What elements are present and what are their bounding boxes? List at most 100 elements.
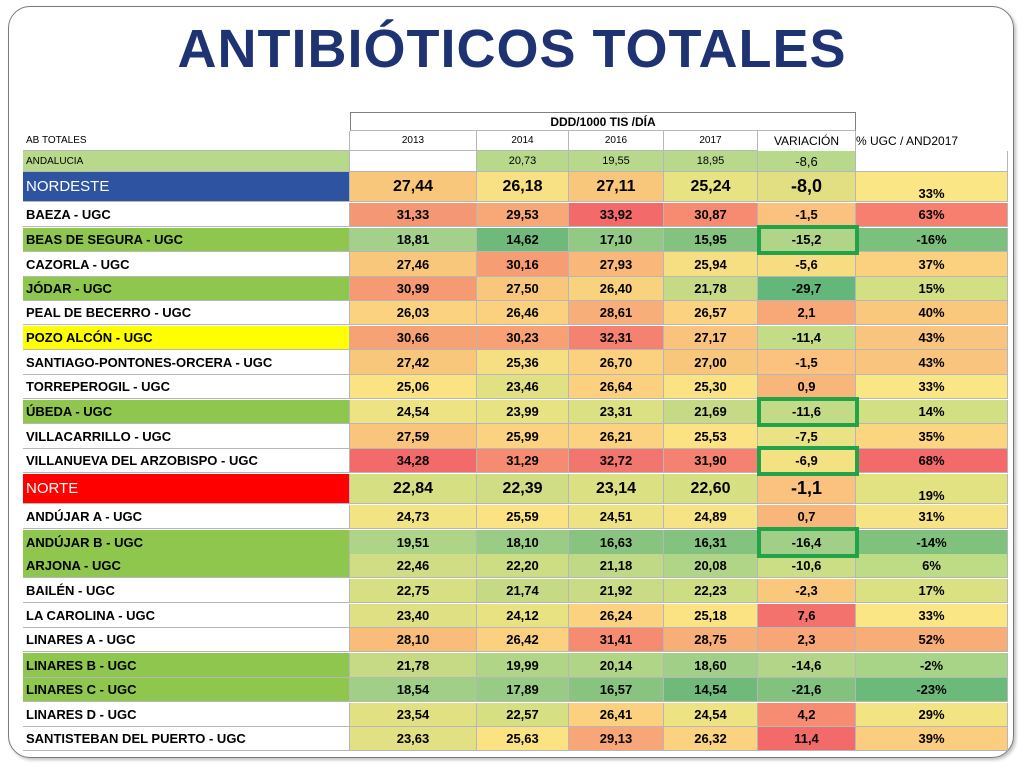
percentage-cell: 14% xyxy=(856,400,1008,424)
value-cell: 27,42 xyxy=(350,350,477,375)
highlight-box xyxy=(757,446,859,476)
value-cell: 16,57 xyxy=(569,678,664,702)
row-label: NORTE xyxy=(23,474,350,504)
value-cell: 18,95 xyxy=(664,151,758,172)
value-cell: 27,44 xyxy=(350,172,477,202)
variation-cell: -2,3 xyxy=(758,579,856,603)
variation-cell: 11,4 xyxy=(758,727,856,751)
value-cell: 23,63 xyxy=(350,727,477,751)
row-label: BEAS DE SEGURA - UGC xyxy=(23,228,350,252)
column-header: 2017 xyxy=(664,131,758,151)
highlight-box xyxy=(757,397,859,427)
percentage-cell: 37% xyxy=(856,252,1008,277)
highlight-box xyxy=(757,225,859,255)
value-cell: 26,21 xyxy=(569,424,664,449)
value-cell: 29,53 xyxy=(477,203,569,227)
percentage-cell: 19% xyxy=(856,474,1008,504)
row-label: NORDESTE xyxy=(23,172,350,202)
percentage-cell: 29% xyxy=(856,703,1008,727)
percentage-cell: 52% xyxy=(856,628,1008,652)
value-cell: 16,31 xyxy=(664,530,758,555)
value-cell: 16,63 xyxy=(569,530,664,555)
value-cell: 23,46 xyxy=(477,375,569,399)
value-cell: 25,94 xyxy=(664,252,758,277)
value-cell: 20,08 xyxy=(664,554,758,578)
value-cell: 21,18 xyxy=(569,554,664,578)
variation-cell: -8,6 xyxy=(758,151,856,172)
value-cell: 18,54 xyxy=(350,678,477,702)
variation-cell: -14,6 xyxy=(758,653,856,678)
variation-cell: -5,6 xyxy=(758,252,856,277)
variation-cell: -29,7 xyxy=(758,277,856,301)
value-cell: 29,13 xyxy=(569,727,664,751)
variation-cell: -1,5 xyxy=(758,350,856,375)
value-cell: 17,10 xyxy=(569,228,664,252)
super-header: DDD/1000 TIS /DÍA xyxy=(350,112,856,131)
row-label: ÚBEDA - UGC xyxy=(23,400,350,424)
value-cell: 26,03 xyxy=(350,301,477,325)
value-cell: 28,75 xyxy=(664,628,758,652)
value-cell: 22,23 xyxy=(664,579,758,603)
variation-cell: -7,5 xyxy=(758,424,856,449)
row-label: LINARES D - UGC xyxy=(23,703,350,727)
value-cell: 30,99 xyxy=(350,277,477,301)
value-cell: 18,10 xyxy=(477,530,569,555)
value-cell: 30,87 xyxy=(664,203,758,227)
row-label: ARJONA - UGC xyxy=(23,554,350,578)
variation-cell: 7,6 xyxy=(758,604,856,628)
value-cell: 27,59 xyxy=(350,424,477,449)
value-cell: 26,41 xyxy=(569,703,664,727)
value-cell: 26,42 xyxy=(477,628,569,652)
row-label: ANDALUCIA xyxy=(23,151,350,172)
page-title: ANTIBIÓTICOS TOTALES xyxy=(177,19,847,79)
value-cell: 27,46 xyxy=(350,252,477,277)
column-header: % UGC / AND2017 xyxy=(856,134,959,148)
value-cell: 25,18 xyxy=(664,604,758,628)
value-cell: 22,84 xyxy=(350,474,477,504)
variation-cell: -10,6 xyxy=(758,554,856,578)
percentage-cell: 35% xyxy=(856,424,1008,449)
percentage-cell: 31% xyxy=(856,505,1008,529)
percentage-cell: -16% xyxy=(856,228,1008,252)
row-label: PEAL DE BECERRO - UGC xyxy=(23,301,350,325)
value-cell: 23,31 xyxy=(569,400,664,424)
row-label: SANTISTEBAN DEL PUERTO - UGC xyxy=(23,727,350,751)
value-cell: 25,99 xyxy=(477,424,569,449)
value-cell: 19,99 xyxy=(477,653,569,678)
percentage-cell: 43% xyxy=(856,326,1008,350)
value-cell: 19,55 xyxy=(569,151,664,172)
value-cell: 32,72 xyxy=(569,449,664,473)
value-cell: 23,40 xyxy=(350,604,477,628)
percentage-cell: 63% xyxy=(856,203,1008,227)
value-cell: 20,14 xyxy=(569,653,664,678)
row-label: JÓDAR - UGC xyxy=(23,277,350,301)
column-header: VARIACIÓN xyxy=(758,131,856,151)
value-cell: 21,78 xyxy=(350,653,477,678)
value-cell: 27,93 xyxy=(569,252,664,277)
percentage-cell: 33% xyxy=(856,604,1008,628)
percentage-cell: -14% xyxy=(856,530,1008,555)
percentage-cell: 6% xyxy=(856,554,1008,578)
row-label: SANTIAGO-PONTONES-ORCERA - UGC xyxy=(23,350,350,375)
column-header: 2016 xyxy=(569,131,664,151)
value-cell: 21,92 xyxy=(569,579,664,603)
percentage-cell: 33% xyxy=(856,375,1008,399)
row-label: ANDÚJAR A - UGC xyxy=(23,505,350,529)
value-cell: 26,57 xyxy=(664,301,758,325)
percentage-cell: 40% xyxy=(856,301,1008,325)
row-label: POZO ALCÓN - UGC xyxy=(23,326,350,350)
column-header: AB TOTALES xyxy=(23,131,350,151)
row-label: LINARES B - UGC xyxy=(23,653,350,678)
value-cell: 27,11 xyxy=(569,172,664,202)
value-cell: 31,33 xyxy=(350,203,477,227)
value-cell: 24,73 xyxy=(350,505,477,529)
row-label: LINARES C - UGC xyxy=(23,678,350,702)
value-cell: 26,32 xyxy=(664,727,758,751)
value-cell: 18,81 xyxy=(350,228,477,252)
value-cell: 14,54 xyxy=(664,678,758,702)
row-label: VILLANUEVA DEL ARZOBISPO - UGC xyxy=(23,449,350,473)
row-label: ANDÚJAR B - UGC xyxy=(23,530,350,555)
percentage-cell: -23% xyxy=(856,678,1008,702)
value-cell: 30,23 xyxy=(477,326,569,350)
row-label: VILLACARRILLO - UGC xyxy=(23,424,350,449)
